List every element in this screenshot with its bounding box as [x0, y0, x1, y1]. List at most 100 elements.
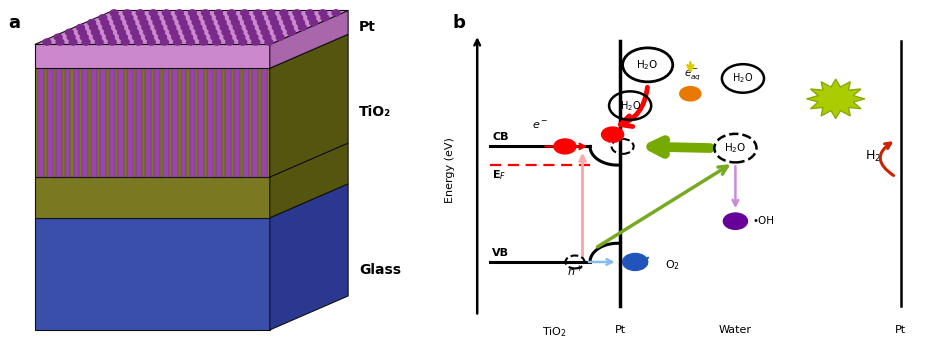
Polygon shape	[35, 11, 348, 45]
Polygon shape	[270, 34, 348, 177]
Text: b: b	[452, 14, 465, 32]
Text: e$_{aq}^-$: e$_{aq}^-$	[684, 67, 701, 82]
Circle shape	[319, 10, 327, 16]
Polygon shape	[252, 68, 258, 177]
Circle shape	[140, 19, 148, 26]
Text: TiO₂: TiO₂	[359, 105, 391, 119]
Circle shape	[306, 10, 314, 16]
Circle shape	[65, 29, 73, 35]
Circle shape	[209, 29, 217, 35]
Circle shape	[151, 15, 159, 21]
Text: H$_2$O: H$_2$O	[725, 141, 746, 155]
Circle shape	[205, 19, 213, 26]
Circle shape	[250, 34, 258, 40]
Polygon shape	[100, 68, 106, 177]
Text: β: β	[831, 92, 841, 106]
Circle shape	[286, 24, 293, 30]
Circle shape	[88, 19, 96, 26]
Circle shape	[246, 24, 254, 30]
Circle shape	[127, 19, 134, 26]
Circle shape	[288, 29, 295, 35]
Circle shape	[80, 34, 88, 40]
Polygon shape	[171, 68, 178, 177]
Circle shape	[299, 24, 307, 30]
Polygon shape	[163, 68, 168, 177]
Circle shape	[132, 34, 140, 40]
Circle shape	[680, 87, 701, 101]
Polygon shape	[154, 68, 160, 177]
Circle shape	[237, 34, 245, 40]
Circle shape	[217, 15, 224, 21]
Circle shape	[186, 39, 195, 45]
Circle shape	[200, 39, 207, 45]
Circle shape	[163, 10, 170, 16]
Circle shape	[307, 15, 316, 21]
Circle shape	[155, 24, 163, 30]
Polygon shape	[127, 68, 133, 177]
Circle shape	[261, 29, 269, 35]
Circle shape	[238, 39, 247, 45]
Circle shape	[181, 24, 189, 30]
Circle shape	[183, 29, 191, 35]
Circle shape	[269, 15, 276, 21]
Circle shape	[168, 24, 176, 30]
Polygon shape	[189, 68, 196, 177]
Polygon shape	[225, 68, 231, 177]
Circle shape	[179, 19, 187, 26]
Polygon shape	[199, 68, 204, 177]
Circle shape	[90, 24, 97, 30]
Circle shape	[144, 29, 151, 35]
Circle shape	[207, 24, 215, 30]
Circle shape	[114, 19, 122, 26]
Circle shape	[215, 10, 222, 16]
Text: Pt: Pt	[359, 21, 376, 34]
Circle shape	[99, 15, 107, 21]
Polygon shape	[270, 143, 348, 218]
Polygon shape	[243, 68, 249, 177]
Circle shape	[234, 24, 241, 30]
Text: Energy (eV): Energy (eV)	[445, 137, 455, 203]
Circle shape	[226, 39, 234, 45]
Circle shape	[321, 15, 328, 21]
Polygon shape	[270, 184, 348, 330]
Circle shape	[105, 29, 113, 35]
Circle shape	[192, 19, 200, 26]
Polygon shape	[270, 11, 348, 68]
Circle shape	[108, 39, 116, 45]
Circle shape	[77, 24, 84, 30]
Circle shape	[184, 34, 193, 40]
Circle shape	[255, 15, 263, 21]
Circle shape	[146, 34, 153, 40]
Circle shape	[172, 34, 180, 40]
Circle shape	[248, 29, 256, 35]
Circle shape	[125, 15, 132, 21]
Circle shape	[56, 39, 64, 45]
Text: TiO$_2$: TiO$_2$	[542, 325, 568, 339]
Text: VB: VB	[492, 248, 509, 258]
Circle shape	[297, 19, 305, 26]
Circle shape	[54, 34, 62, 40]
Circle shape	[175, 10, 184, 16]
Circle shape	[224, 34, 232, 40]
Polygon shape	[181, 68, 186, 177]
Text: a: a	[9, 14, 21, 32]
Polygon shape	[82, 68, 88, 177]
Circle shape	[309, 19, 318, 26]
Circle shape	[602, 127, 623, 142]
Polygon shape	[234, 68, 240, 177]
Text: Pt: Pt	[895, 325, 906, 335]
Circle shape	[157, 29, 165, 35]
Text: H$_2$: H$_2$	[866, 149, 882, 164]
Circle shape	[236, 29, 243, 35]
Circle shape	[67, 34, 75, 40]
Circle shape	[117, 29, 126, 35]
Circle shape	[259, 24, 267, 30]
Circle shape	[271, 19, 278, 26]
Circle shape	[293, 10, 301, 16]
Circle shape	[198, 34, 205, 40]
Circle shape	[142, 24, 149, 30]
Text: O$_2$: O$_2$	[665, 258, 680, 272]
Text: H$_2$O: H$_2$O	[732, 72, 754, 85]
Circle shape	[257, 19, 265, 26]
Polygon shape	[35, 45, 270, 68]
